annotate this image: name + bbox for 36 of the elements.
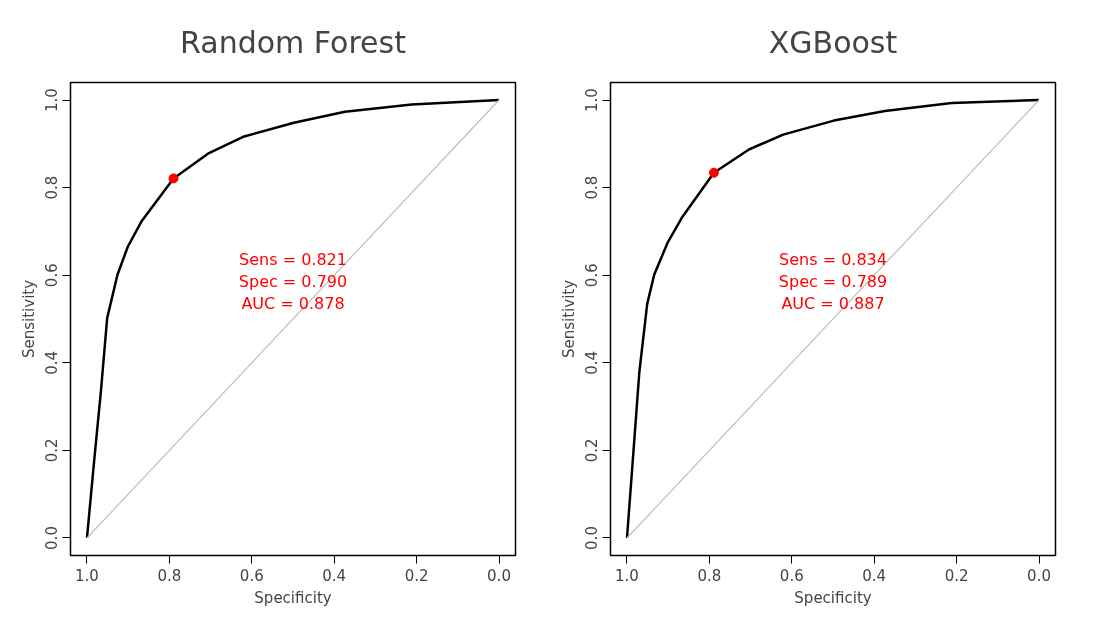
y-tick-label: 0.4 (43, 350, 62, 375)
y-tick-label: 0.8 (583, 175, 602, 200)
chart-title: XGBoost (768, 25, 898, 60)
y-tick-label: 0.2 (43, 438, 62, 463)
x-tick-label: 0.6 (239, 566, 264, 585)
x-tick-label: 0.4 (862, 566, 887, 585)
x-tick-label: 1.0 (615, 566, 639, 585)
y-axis-title: Sensitivity (559, 279, 578, 359)
x-axis-title: Specificity (794, 588, 872, 607)
annotation: AUC = 0.887 (781, 293, 885, 313)
annotation: Sens = 0.834 (779, 249, 887, 269)
x-tick-label: 0.4 (322, 566, 347, 585)
x-axis-title: Specificity (254, 588, 332, 607)
x-tick-label: 1.0 (75, 566, 99, 585)
x-tick-label: 0.6 (779, 566, 804, 585)
chart-title: Random Forest (180, 25, 407, 60)
y-tick-label: 0.6 (583, 263, 602, 288)
annotation: Sens = 0.821 (239, 249, 347, 269)
annotation: AUC = 0.878 (241, 293, 345, 313)
x-tick-label: 0.2 (404, 566, 429, 585)
x-tick-label: 0.2 (944, 566, 969, 585)
y-tick-label: 0.0 (43, 526, 62, 550)
y-axis-title: Sensitivity (19, 279, 38, 359)
y-tick-label: 0.4 (583, 350, 602, 375)
y-tick-label: 0.2 (583, 438, 602, 463)
y-tick-label: 1.0 (43, 88, 62, 112)
annotation: Spec = 0.790 (238, 271, 348, 291)
x-tick-label: 0.8 (697, 566, 722, 585)
y-tick-label: 1.0 (583, 88, 602, 112)
y-tick-label: 0.6 (43, 263, 62, 288)
y-tick-label: 0.0 (583, 526, 602, 550)
x-tick-label: 0.0 (487, 566, 511, 585)
y-tick-label: 0.8 (43, 175, 62, 200)
x-tick-label: 0.8 (157, 566, 182, 585)
annotation: Spec = 0.789 (778, 271, 888, 291)
x-tick-label: 0.0 (1027, 566, 1051, 585)
